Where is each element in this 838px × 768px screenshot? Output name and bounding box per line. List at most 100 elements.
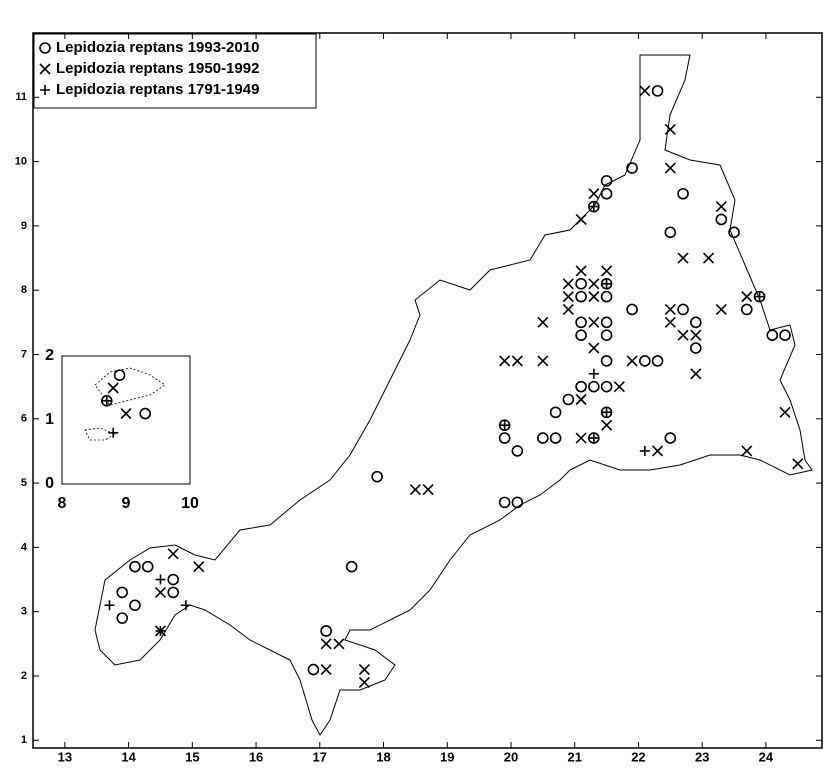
point — [690, 368, 702, 380]
plot-frame — [32, 32, 823, 749]
point — [766, 329, 779, 342]
y-tick-label: 0 — [45, 475, 54, 492]
point — [180, 600, 191, 611]
x-tick-label: 13 — [58, 749, 72, 764]
y-tick-label: 8 — [21, 284, 27, 296]
point — [600, 175, 613, 187]
x-tick-label: 24 — [759, 749, 774, 764]
legend-symbol — [39, 42, 51, 54]
point — [155, 574, 166, 585]
point — [754, 291, 765, 302]
point — [715, 303, 727, 316]
x-tick-label: 17 — [313, 749, 327, 764]
point — [575, 329, 587, 342]
point — [588, 342, 600, 354]
y-tick-label: 6 — [21, 413, 27, 425]
point — [549, 432, 562, 444]
point — [511, 355, 523, 367]
point — [677, 303, 689, 316]
point — [575, 393, 587, 406]
point — [702, 252, 715, 264]
point — [320, 638, 332, 650]
point — [601, 407, 612, 418]
point — [792, 458, 804, 470]
y-tick-label: 9 — [21, 220, 27, 232]
point — [358, 676, 370, 688]
point — [600, 329, 613, 342]
point — [664, 432, 677, 444]
x-tick-label: 8 — [58, 495, 67, 512]
point — [715, 213, 728, 226]
point — [664, 226, 677, 239]
legend-label: Lepidozia reptans 1993-2010 — [56, 39, 259, 56]
y-tick-label: 4 — [21, 541, 28, 553]
point — [141, 560, 154, 573]
point — [575, 432, 587, 444]
point — [116, 612, 129, 624]
point — [511, 445, 524, 457]
point — [600, 316, 613, 329]
point — [113, 369, 126, 382]
x-tick-label: 19 — [440, 749, 454, 764]
point — [358, 663, 370, 676]
point — [537, 355, 549, 367]
point — [740, 303, 753, 316]
point — [664, 162, 676, 174]
point — [575, 290, 587, 303]
point — [779, 329, 791, 342]
point — [320, 625, 332, 637]
point — [677, 329, 689, 341]
point — [575, 316, 587, 329]
x-tick-label: 15 — [185, 749, 199, 764]
inset-coastline — [84, 367, 166, 441]
point — [409, 483, 421, 496]
point — [664, 316, 676, 328]
y-tick-label: 1 — [21, 734, 27, 746]
point — [588, 188, 600, 200]
x-tick-label: 22 — [631, 749, 645, 764]
y-tick-label: 5 — [21, 477, 27, 489]
point — [651, 355, 664, 367]
x-tick-label: 23 — [695, 749, 709, 764]
y-tick-label: 11 — [15, 91, 27, 103]
point — [167, 586, 180, 599]
point — [600, 187, 613, 200]
point — [371, 470, 383, 483]
point — [139, 407, 151, 420]
point — [537, 432, 549, 444]
point — [129, 560, 141, 573]
point — [307, 663, 320, 676]
point — [601, 265, 613, 277]
point — [677, 187, 689, 200]
y-tick-label: 2 — [45, 347, 54, 364]
point — [549, 406, 562, 419]
point — [626, 162, 638, 174]
point — [193, 561, 205, 573]
point — [537, 316, 549, 328]
point — [652, 445, 664, 457]
point — [715, 201, 727, 213]
point — [600, 355, 613, 367]
point — [626, 355, 638, 367]
x-tick-label: 21 — [567, 749, 581, 764]
point — [588, 201, 599, 212]
point — [639, 355, 651, 367]
point — [108, 427, 119, 438]
point — [600, 290, 613, 303]
point — [588, 368, 599, 379]
y-tick-label: 3 — [21, 606, 27, 618]
point — [511, 496, 524, 509]
point — [588, 380, 600, 393]
y-tick-label: 1 — [45, 411, 54, 428]
legend — [33, 33, 317, 109]
point — [690, 316, 702, 329]
point — [575, 265, 587, 277]
point — [588, 291, 600, 303]
point — [320, 663, 332, 676]
point — [613, 381, 625, 393]
point — [651, 85, 664, 97]
point — [155, 625, 166, 636]
point — [499, 420, 510, 431]
point — [664, 303, 676, 316]
point — [664, 123, 676, 136]
